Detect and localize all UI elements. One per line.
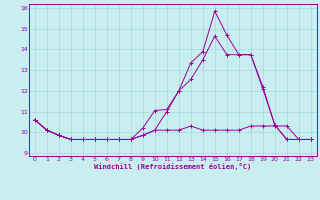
X-axis label: Windchill (Refroidissement éolien,°C): Windchill (Refroidissement éolien,°C): [94, 163, 252, 170]
